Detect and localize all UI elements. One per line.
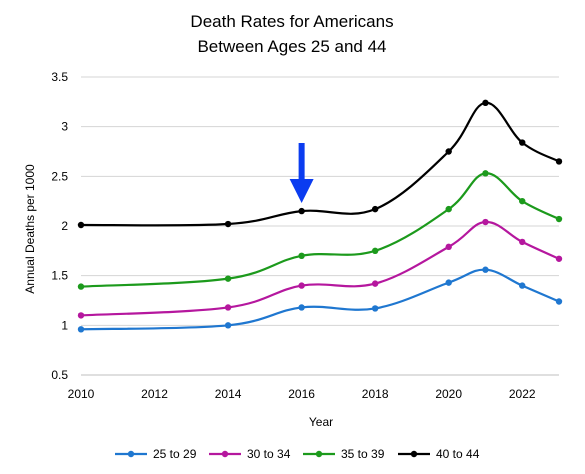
- y-tick-label: 1.5: [51, 269, 68, 283]
- data-point: [555, 298, 563, 305]
- arrow-head: [289, 179, 314, 203]
- data-point: [371, 205, 379, 213]
- legend-label: 35 to 39: [341, 447, 385, 461]
- data-point: [371, 280, 379, 287]
- series-line: [80, 268, 560, 331]
- data-point: [555, 215, 563, 223]
- chart-title-line-2: Between Ages 25 and 44: [197, 37, 386, 56]
- legend-item: 35 to 39: [303, 447, 385, 461]
- y-axis-label: Annual Deaths per 1000: [23, 164, 37, 294]
- data-point: [519, 238, 526, 246]
- data-point: [519, 197, 526, 205]
- series-lines: [77, 99, 563, 333]
- chart-title-line-1: Death Rates for Americans: [190, 12, 393, 31]
- data-point: [445, 148, 452, 155]
- legend-swatch-marker: [410, 450, 418, 458]
- data-point: [77, 312, 85, 319]
- y-tick-label: 3.5: [51, 70, 68, 84]
- data-point: [445, 205, 452, 213]
- x-tick-label: 2012: [141, 387, 168, 401]
- data-point: [77, 283, 85, 290]
- legend-swatch-marker: [221, 450, 229, 458]
- legend-label: 30 to 34: [247, 447, 291, 461]
- series-30-to-34: [77, 218, 563, 319]
- series-25-to-29: [77, 266, 563, 333]
- y-tick-label: 2: [61, 219, 68, 233]
- x-tick-label: 2020: [435, 387, 462, 401]
- arrow-shaft: [298, 143, 305, 181]
- x-tick-label: 2016: [288, 387, 315, 401]
- y-tick-label: 3: [61, 120, 68, 134]
- data-point: [224, 275, 232, 282]
- data-point: [519, 139, 526, 146]
- x-axis-label: Year: [309, 415, 333, 429]
- legend-swatch-marker: [315, 450, 323, 458]
- data-point: [482, 99, 489, 107]
- series-35-to-39: [77, 170, 563, 290]
- series-line: [80, 101, 560, 227]
- x-tick-label: 2018: [362, 387, 389, 401]
- legend-item: 40 to 44: [398, 447, 480, 461]
- series-40-to-44: [77, 99, 563, 229]
- data-point: [298, 207, 305, 215]
- legend-label: 40 to 44: [436, 447, 480, 461]
- y-tick-label: 2.5: [51, 169, 68, 183]
- y-tick-label: 0.5: [51, 368, 68, 382]
- data-point: [298, 252, 305, 259]
- x-tick-label: 2010: [68, 387, 95, 401]
- data-point: [555, 158, 563, 165]
- series-line: [80, 220, 560, 317]
- x-tick-label: 2014: [215, 387, 242, 401]
- data-point: [445, 279, 452, 286]
- data-point: [555, 255, 563, 262]
- data-point: [224, 220, 232, 228]
- legend: 25 to 29 30 to 34 35 to 39 40 to 44: [115, 447, 480, 461]
- legend-label: 25 to 29: [153, 447, 197, 461]
- data-point: [371, 247, 379, 255]
- annotation-arrow: [289, 143, 314, 203]
- data-point: [224, 304, 232, 311]
- series-line: [80, 172, 560, 288]
- axes: 0.5 1 1.5 2 2.5 3 3.5 2010 2012 2014 2016 2018 2020 2…: [51, 70, 559, 401]
- data-point: [224, 322, 232, 329]
- data-point: [77, 221, 85, 229]
- data-point: [482, 170, 489, 177]
- y-tick-label: 1: [61, 318, 68, 332]
- data-point: [445, 243, 452, 251]
- legend-item: 25 to 29: [115, 447, 197, 461]
- data-point: [482, 266, 489, 273]
- data-point: [371, 305, 379, 312]
- legend-swatch-marker: [127, 450, 135, 458]
- data-point: [298, 282, 305, 289]
- legend-item: 30 to 34: [209, 447, 291, 461]
- data-point: [482, 218, 489, 226]
- data-point: [77, 326, 85, 333]
- data-point: [519, 282, 526, 289]
- x-tick-label: 2022: [509, 387, 536, 401]
- data-point: [298, 304, 305, 311]
